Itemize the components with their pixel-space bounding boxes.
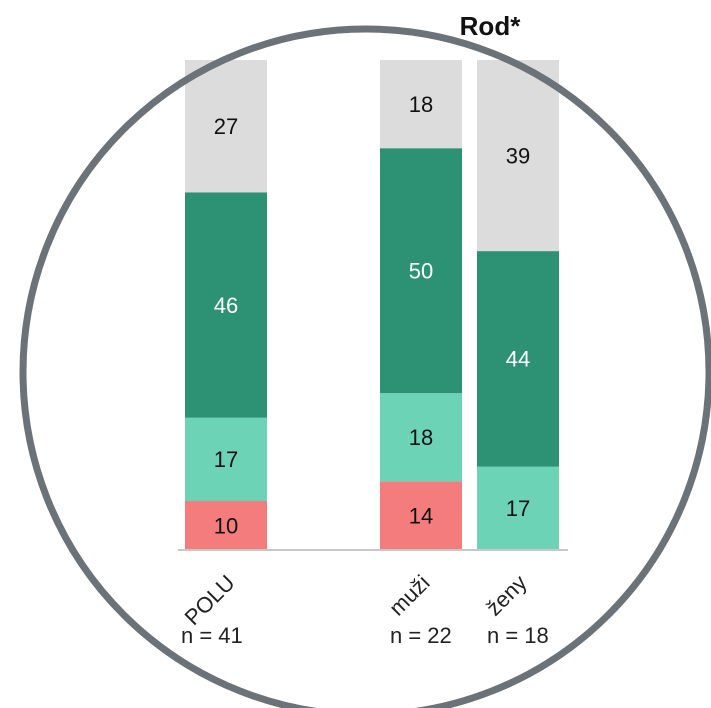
bar-segment (380, 148, 462, 394)
zoom-circle (19, 25, 711, 708)
data-label: 44 (506, 347, 530, 372)
bar-segment (477, 251, 559, 467)
data-label: 46 (214, 293, 238, 318)
bar-segment (477, 60, 559, 252)
data-label: 10 (214, 513, 238, 538)
n-label: n = 22 (390, 623, 452, 648)
bar-segment (380, 481, 462, 550)
data-label: 17 (506, 496, 530, 521)
x-tick-label: muži (384, 570, 435, 621)
data-label: 18 (409, 425, 433, 450)
x-tick-label: ženy (481, 570, 532, 621)
chart-title: Rod* (460, 11, 522, 41)
bar-segment (380, 60, 462, 149)
x-tick-label: POLU (180, 570, 240, 630)
data-label: 39 (506, 143, 530, 168)
bar-segment (380, 393, 462, 482)
plot-area: 10 17 46 27 14 18 50 18 17 44 39 POLU muži ženy n = 41… (178, 60, 568, 648)
data-label: 18 (409, 92, 433, 117)
n-label: n = 18 (487, 623, 549, 648)
data-label: 50 (409, 259, 433, 284)
n-label: n = 41 (181, 623, 243, 648)
bar-segment (185, 192, 267, 418)
bar-segment (185, 417, 267, 501)
bar-segment (185, 501, 267, 550)
data-label: 14 (409, 504, 433, 529)
bar-segment (477, 466, 559, 550)
data-label: 17 (214, 447, 238, 472)
bar-segment (185, 60, 267, 193)
data-label: 27 (214, 114, 238, 139)
